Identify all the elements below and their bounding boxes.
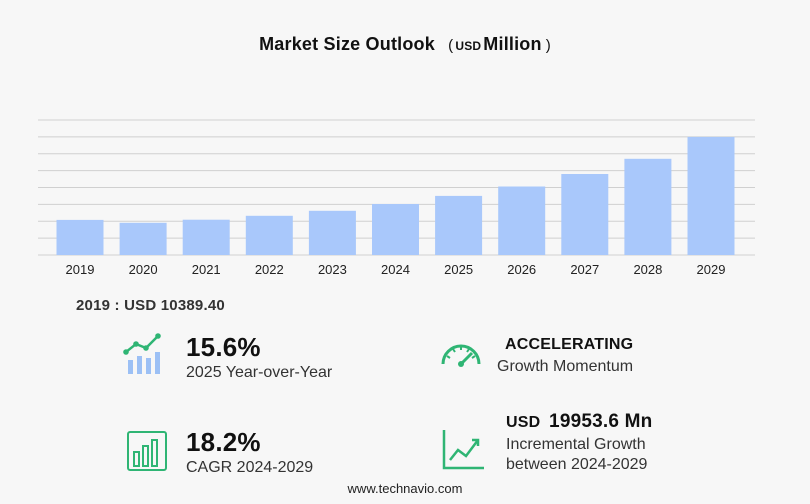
bar-2029 <box>687 136 735 255</box>
title-text: Market Size Outlook <box>259 34 435 54</box>
incremental-label-2: between 2024-2029 <box>506 456 648 473</box>
bar-2027 <box>561 174 609 255</box>
momentum-stat: ACCELERATING Growth Momentum <box>497 335 633 377</box>
tick-label-2027: 2027 <box>570 262 599 277</box>
bar-2020 <box>119 222 167 255</box>
bar-chart-icon <box>124 428 172 476</box>
bar-2021 <box>182 219 230 255</box>
bar-2022 <box>245 215 293 255</box>
tick-layer: 2019 2020 2021 2022 2023 2024 2025 2026 2027 2028… <box>66 262 726 277</box>
yoy-stat: 15.6% 2025 Year-over-Year <box>186 333 332 383</box>
speedometer-icon <box>437 334 485 382</box>
bar-2019 <box>56 219 104 255</box>
incremental-head: USD 19953.6 Mn <box>506 412 652 433</box>
yoy-value: 15.6% <box>186 332 261 362</box>
cagr-stat: 18.2% CAGR 2024-2029 <box>186 428 313 478</box>
yoy-label: 2025 Year-over-Year <box>186 364 333 381</box>
tick-label-2019: 2019 <box>66 262 95 277</box>
tick-label-2021: 2021 <box>192 262 221 277</box>
trend-line-icon <box>440 426 488 474</box>
incremental-unit: USD <box>506 414 541 431</box>
tick-label-2028: 2028 <box>633 262 662 277</box>
title-scale: Million <box>483 34 542 54</box>
momentum-title: ACCELERATING <box>505 336 634 353</box>
bar-2024 <box>372 204 419 255</box>
tick-label-2029: 2029 <box>697 262 726 277</box>
bar-2025 <box>435 195 483 255</box>
tick-label-2025: 2025 <box>444 262 473 277</box>
baseline-value: 2019 : USD 10389.40 <box>76 297 225 314</box>
incremental-stat: USD 19953.6 Mn Incremental Growth betwee… <box>506 412 652 475</box>
chart-title: Market Size Outlook (USD Million) <box>0 34 810 55</box>
momentum-label: Growth Momentum <box>497 358 634 375</box>
cagr-label: CAGR 2024-2029 <box>186 459 314 476</box>
tick-label-2020: 2020 <box>129 262 158 277</box>
footer-url: www.technavio.com <box>347 481 463 496</box>
bar-layer <box>56 136 735 255</box>
tick-label-2026: 2026 <box>507 262 536 277</box>
title-paren-close: ) <box>545 37 551 54</box>
tick-label-2023: 2023 <box>318 262 347 277</box>
title-unit: USD <box>455 39 482 53</box>
tick-label-2024: 2024 <box>381 262 410 277</box>
incremental-amount: 19953.6 Mn <box>549 411 653 432</box>
bar-2026 <box>498 186 546 255</box>
bar-2028 <box>624 158 672 255</box>
title-paren-open: ( <box>448 37 454 54</box>
incremental-label-1: Incremental Growth <box>506 436 646 453</box>
tick-label-2022: 2022 <box>255 262 284 277</box>
bar-2023 <box>308 210 356 255</box>
growth-chart-icon <box>122 330 170 378</box>
cagr-value: 18.2% <box>186 427 261 457</box>
